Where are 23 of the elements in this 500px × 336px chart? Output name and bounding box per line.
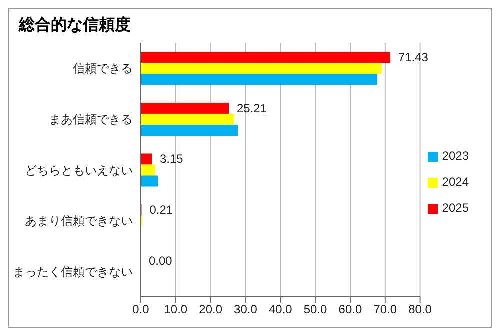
y-tick-label: あまり信頼できない <box>25 214 133 228</box>
x-tick-label: 0.0 <box>132 302 150 317</box>
data-label: 0.00 <box>149 254 173 268</box>
data-label: 25.21 <box>237 101 268 116</box>
data-label: 0.21 <box>150 203 174 218</box>
x-tick-label: 70.0 <box>374 302 398 317</box>
chart-title: 総合的な信頼度 <box>18 15 132 36</box>
legend-label: 2025 <box>442 201 469 215</box>
x-tick-label: 60.0 <box>338 302 362 317</box>
y-tick-label: まあ信頼できる <box>49 112 133 126</box>
x-tick-label: 10.0 <box>164 302 188 317</box>
data-label: 3.15 <box>160 152 184 166</box>
x-tick-label: 50.0 <box>304 302 328 317</box>
legend-label: 2024 <box>442 175 469 189</box>
y-tick-label: 信頼できる <box>73 62 133 76</box>
x-tick-label: 80.0 <box>408 302 432 317</box>
legend-label: 2023 <box>442 149 469 163</box>
y-tick-label: どちらともいえない <box>25 163 133 178</box>
x-tick-label: 20.0 <box>199 302 223 317</box>
x-tick-label: 40.0 <box>268 302 293 317</box>
x-tick-label: 30.0 <box>234 302 258 317</box>
y-tick-label: まったく信頼できない <box>13 264 133 279</box>
data-label: 71.43 <box>398 50 429 65</box>
